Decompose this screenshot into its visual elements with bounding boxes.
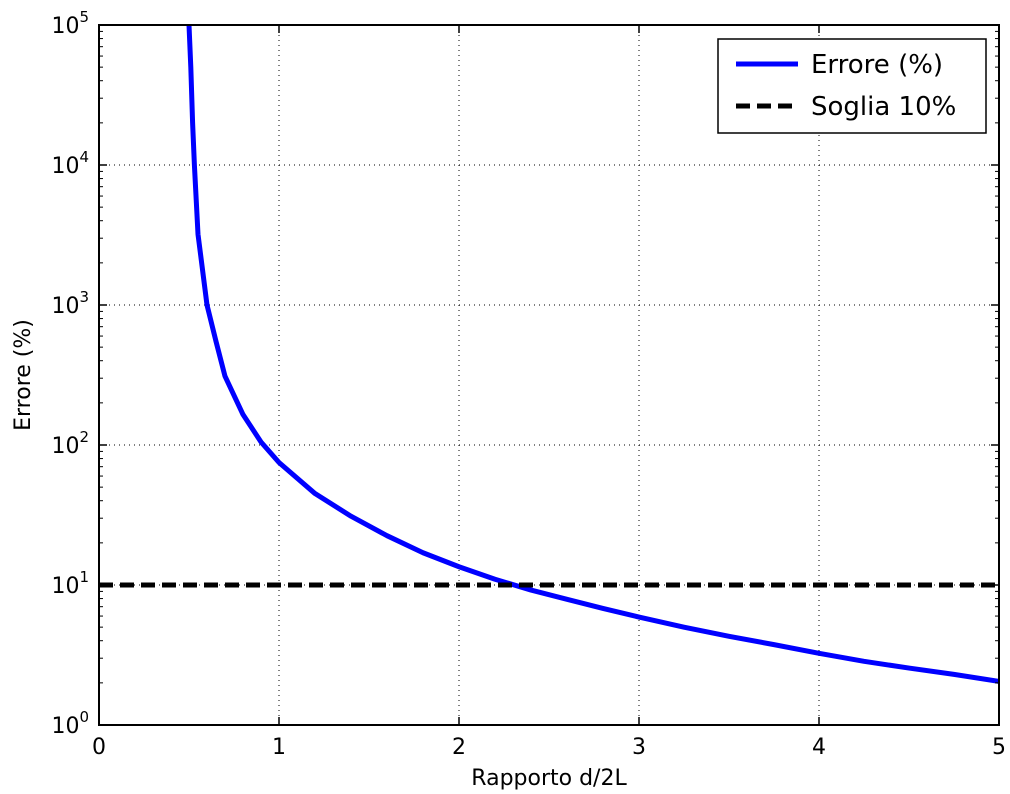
- y-axis-label: Errore (%): [11, 319, 36, 431]
- y-tick-base: 10: [51, 434, 79, 459]
- y-tick-base: 10: [51, 154, 79, 179]
- legend-label: Soglia 10%: [811, 92, 956, 122]
- y-tick-exponent: 0: [79, 708, 89, 726]
- y-tick-label: 104: [51, 148, 89, 179]
- legend: Errore (%) Soglia 10%: [717, 38, 987, 134]
- y-tick-label: 105: [51, 8, 89, 39]
- x-tick-label: 4: [812, 735, 826, 760]
- y-tick-exponent: 3: [79, 288, 89, 306]
- y-tick-label: 100: [51, 708, 89, 739]
- y-tick-label: 103: [51, 288, 89, 319]
- y-tick-label: 102: [51, 428, 89, 459]
- legend-box: [717, 38, 987, 134]
- x-tick-label: 3: [632, 735, 646, 760]
- y-tick-exponent: 1: [79, 568, 89, 586]
- y-tick-base: 10: [51, 294, 79, 319]
- plot-frame: [98, 24, 1000, 726]
- y-tick-exponent: 5: [79, 8, 89, 26]
- x-axis-label: Rapporto d/2L: [471, 766, 627, 791]
- y-tick-base: 10: [51, 14, 79, 39]
- y-tick-label: 101: [51, 568, 89, 599]
- y-tick-exponent: 2: [79, 428, 89, 446]
- legend-label: Errore (%): [811, 50, 943, 80]
- x-tick-label: 5: [992, 735, 1006, 760]
- y-tick-base: 10: [51, 574, 79, 599]
- series-layer: [99, 25, 999, 684]
- x-tick-label: 2: [452, 735, 466, 760]
- error-series-line: [186, 25, 999, 684]
- y-tick-exponent: 4: [79, 148, 89, 166]
- x-tick-label: 1: [272, 735, 286, 760]
- y-tick-base: 10: [51, 714, 79, 739]
- x-tick-label: 0: [92, 735, 106, 760]
